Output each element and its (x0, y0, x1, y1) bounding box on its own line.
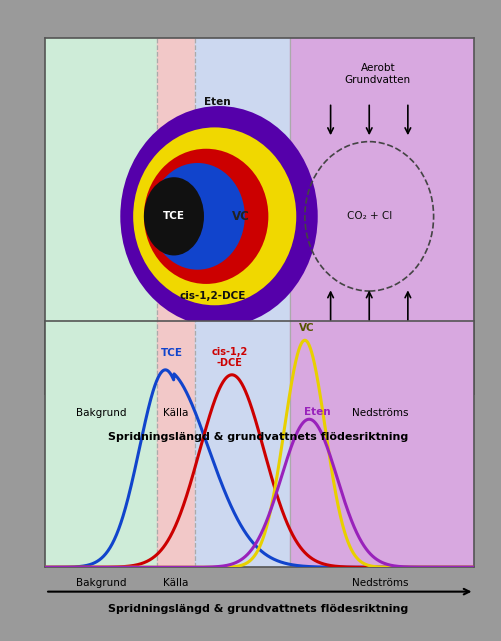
Text: Källa: Källa (163, 578, 188, 588)
Bar (195, 320, 289, 567)
Ellipse shape (120, 106, 317, 327)
Ellipse shape (133, 128, 296, 305)
Text: Spridningslängd & grundvattnets flödesriktning: Spridningslängd & grundvattnets flödesri… (108, 604, 408, 614)
Text: TCE: TCE (163, 212, 184, 221)
Ellipse shape (144, 177, 203, 256)
Text: Nedströms: Nedströms (351, 408, 407, 419)
Text: Eten: Eten (304, 407, 330, 417)
Text: Eten: Eten (203, 97, 230, 108)
Text: Aerobt
Grundvatten: Aerobt Grundvatten (344, 333, 410, 355)
Bar (195, 38, 289, 394)
Text: Nedströms: Nedströms (351, 578, 407, 588)
Text: cis-1,2-DCE: cis-1,2-DCE (179, 292, 245, 301)
Text: TCE: TCE (160, 347, 182, 358)
Ellipse shape (144, 149, 268, 284)
Text: Spridningslängd & grundvattnets flödesriktning: Spridningslängd & grundvattnets flödesri… (108, 432, 408, 442)
Ellipse shape (150, 163, 244, 270)
Text: VC: VC (231, 210, 249, 223)
Text: Bakgrund: Bakgrund (76, 578, 126, 588)
Text: CO₂ + Cl: CO₂ + Cl (346, 212, 391, 221)
Bar (289, 320, 473, 567)
Text: cis-1,2
-DCE: cis-1,2 -DCE (211, 347, 247, 369)
Text: Bakgrund: Bakgrund (76, 408, 126, 419)
Bar (45, 320, 156, 567)
Bar (156, 38, 195, 394)
Text: Aerobt
Grundvatten: Aerobt Grundvatten (344, 63, 410, 85)
Bar (289, 38, 473, 394)
Bar (156, 320, 195, 567)
Text: VC: VC (299, 323, 314, 333)
Text: Källa: Källa (163, 408, 188, 419)
Bar (45, 38, 156, 394)
